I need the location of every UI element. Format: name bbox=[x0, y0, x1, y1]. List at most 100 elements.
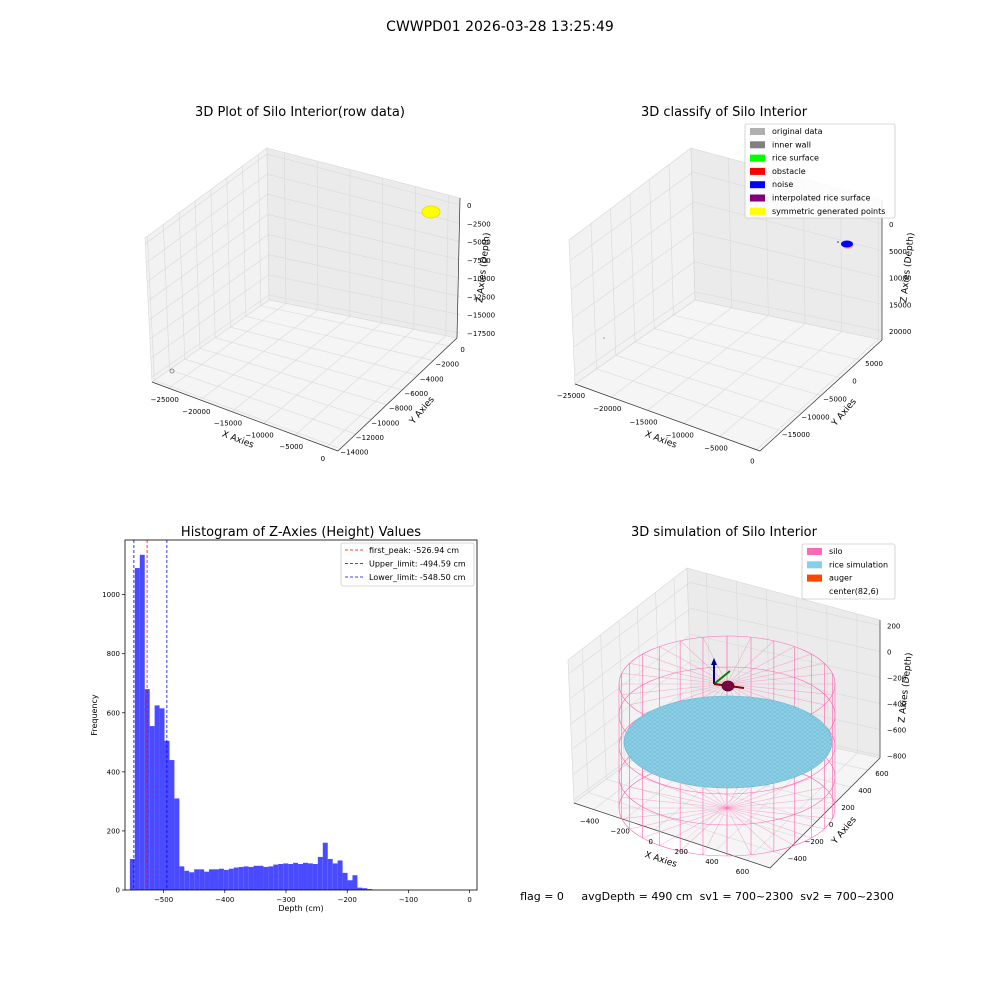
simulation-3d-z-tick-label: −800 bbox=[887, 753, 906, 761]
histogram-x-ticks: −500 −400 −300 −200 −100 0 bbox=[154, 890, 472, 904]
classify-3d-x-tick-label: −15000 bbox=[629, 418, 657, 426]
classify-3d-gridlines bbox=[570, 147, 883, 450]
simulation-3d-z-tick-label: −400 bbox=[887, 701, 906, 709]
histogram-y-tick-label: 400 bbox=[107, 768, 120, 776]
raw-3d-point-cluster bbox=[421, 205, 441, 219]
histogram-bar bbox=[169, 760, 175, 890]
classify-3d-legend-swatch bbox=[750, 128, 765, 135]
histogram-y-tick-label: 600 bbox=[107, 709, 120, 717]
histogram-bar bbox=[209, 869, 214, 890]
classify-3d-z-tick-label: 10000 bbox=[889, 275, 911, 283]
simulation-3d-x-tick-label: 400 bbox=[705, 858, 718, 866]
histogram-reference-lines bbox=[133, 540, 168, 890]
classify-3d-z-tick-label: 15000 bbox=[889, 301, 911, 309]
simulation-3d-x-tick-label: −200 bbox=[611, 828, 630, 836]
simulation-3d-y-tick-label: 200 bbox=[841, 804, 854, 812]
histogram-bar bbox=[357, 887, 363, 890]
classify-3d-x-tick-label: −20000 bbox=[593, 405, 621, 413]
raw-3d-outlier-point bbox=[169, 368, 175, 374]
histogram-bar bbox=[367, 889, 373, 890]
raw-3d-y-tick-label: −4000 bbox=[420, 375, 444, 383]
histogram-bar bbox=[258, 865, 264, 890]
classify-3d-legend-swatch bbox=[750, 194, 765, 202]
histogram-y-tick-label: 800 bbox=[107, 650, 120, 658]
histogram-bar bbox=[317, 856, 323, 890]
histogram-bar bbox=[248, 866, 254, 890]
classify-3d-x-tick-label: 0 bbox=[750, 458, 754, 466]
histogram-bar bbox=[347, 880, 353, 890]
histogram-legend-label: first_peak: -526.94 cm bbox=[369, 546, 459, 555]
status-text: flag = 0 avgDepth = 490 cm sv1 = 700~230… bbox=[520, 890, 894, 903]
classify-3d-y-tick-label: −10000 bbox=[801, 413, 829, 421]
classify-3d-legend-swatch bbox=[750, 181, 765, 189]
raw-3d-y-ticks: −14000 −12000 −10000 −8000 −6000 −4000 −20000 bbox=[340, 346, 465, 457]
histogram-bar bbox=[273, 864, 279, 890]
raw-3d-y-tick-label: −12000 bbox=[356, 434, 384, 442]
classify-3d-legend-label: rice surface bbox=[772, 154, 819, 163]
raw-3d-z-tick-label: −2500 bbox=[467, 220, 491, 228]
histogram-bar bbox=[159, 708, 165, 890]
simulation-3d-xlabel: X Axies bbox=[643, 850, 678, 870]
classify-3d-legend-label: interpolated rice surface bbox=[772, 194, 870, 203]
histogram-y-tick-label: 0 bbox=[116, 887, 120, 895]
classify-3d-x-tick-label: −10000 bbox=[666, 431, 694, 439]
simulation-3d-z-tick-label: 200 bbox=[887, 622, 900, 630]
simulation-3d-x-ticks: −400 −200 0 200 400 600 bbox=[580, 818, 749, 877]
simulation-3d-z-tick-label: −200 bbox=[887, 674, 906, 682]
raw-3d-title: 3D Plot of Silo Interior(row data) bbox=[195, 105, 405, 120]
simulation-3d-z-ticks: −800 −600 −400 −200 0 200 bbox=[887, 622, 906, 760]
raw-3d-y-tick-label: −8000 bbox=[389, 405, 413, 413]
histogram-bar bbox=[194, 869, 200, 890]
histogram-bar bbox=[288, 864, 294, 890]
histogram-x-tick-label: −200 bbox=[338, 896, 357, 904]
histogram-bar bbox=[184, 870, 190, 890]
histogram-bar bbox=[253, 865, 259, 890]
histogram-bar bbox=[139, 554, 145, 890]
histogram-bar bbox=[228, 868, 234, 890]
panel-classify-3d: 3D classify of Silo Interior −25000 −2000… bbox=[557, 105, 917, 466]
simulation-3d-x-tick-label: −400 bbox=[580, 818, 599, 826]
classify-3d-y-tick-label: −15000 bbox=[782, 431, 810, 439]
histogram-bar bbox=[238, 866, 244, 890]
raw-3d-y-tick-label: 0 bbox=[460, 346, 464, 354]
simulation-3d-y-tick-label: −400 bbox=[788, 855, 807, 863]
raw-3d-y-tick-label: −6000 bbox=[404, 390, 428, 398]
simulation-3d-zlabel: Z Axies (Depth) bbox=[897, 652, 914, 723]
classify-3d-y-tick-label: 0 bbox=[852, 378, 856, 386]
raw-3d-z-tick-label: −17500 bbox=[467, 330, 495, 338]
panel-simulation-3d: 3D simulation of Silo Interior bbox=[567, 525, 915, 877]
raw-3d-panes bbox=[144, 147, 461, 452]
classify-3d-x-tick-label: −5000 bbox=[704, 445, 728, 453]
histogram-bar bbox=[298, 864, 304, 890]
classify-3d-legend-label: noise bbox=[772, 180, 793, 189]
histogram-x-tick-label: −300 bbox=[276, 896, 295, 904]
histogram-x-tick-label: −500 bbox=[154, 896, 173, 904]
simulation-3d-axes bbox=[573, 620, 881, 869]
rice-simulation-surface bbox=[623, 695, 833, 789]
histogram-bar bbox=[307, 863, 313, 890]
raw-3d-z-tick-label: 0 bbox=[467, 202, 471, 210]
simulation-3d-y-tick-label: 0 bbox=[829, 821, 833, 829]
histogram-bar bbox=[332, 863, 338, 890]
histogram-bar bbox=[362, 888, 368, 890]
classify-3d-y-tick-label: 5000 bbox=[865, 360, 883, 368]
histogram-bar bbox=[342, 872, 348, 890]
figure-title: CWWPD01 2026-03-28 13:25:49 bbox=[386, 19, 614, 35]
classify-3d-z-tick-label: 0 bbox=[889, 221, 893, 229]
histogram-bar bbox=[322, 842, 328, 890]
raw-3d-x-ticks: −25000−20000 −15000 −10000 −5000 0 bbox=[151, 396, 325, 463]
simulation-3d-title: 3D simulation of Silo Interior bbox=[631, 525, 818, 540]
histogram-bar bbox=[129, 858, 135, 890]
classify-3d-legend-label: original data bbox=[772, 127, 823, 136]
classify-3d-y-ticks: −15000 −10000 −5000 0 5000 bbox=[782, 360, 883, 439]
auger-marker bbox=[711, 658, 745, 692]
histogram-bar bbox=[293, 862, 299, 890]
panel-histogram: Histogram of Z-Axies (Height) Values −50… bbox=[90, 525, 478, 913]
histogram-bar bbox=[199, 869, 205, 890]
classify-3d-legend: original data inner wall rice surface obsta… bbox=[744, 123, 896, 219]
panel-raw-3d: 3D Plot of Silo Interior(row data) −2500… bbox=[144, 105, 495, 463]
classify-3d-y-tick-label: −5000 bbox=[823, 396, 847, 404]
histogram-bar bbox=[218, 868, 224, 890]
histogram-bar bbox=[204, 871, 210, 890]
simulation-3d-legend-label: center(82,6) bbox=[829, 587, 879, 596]
